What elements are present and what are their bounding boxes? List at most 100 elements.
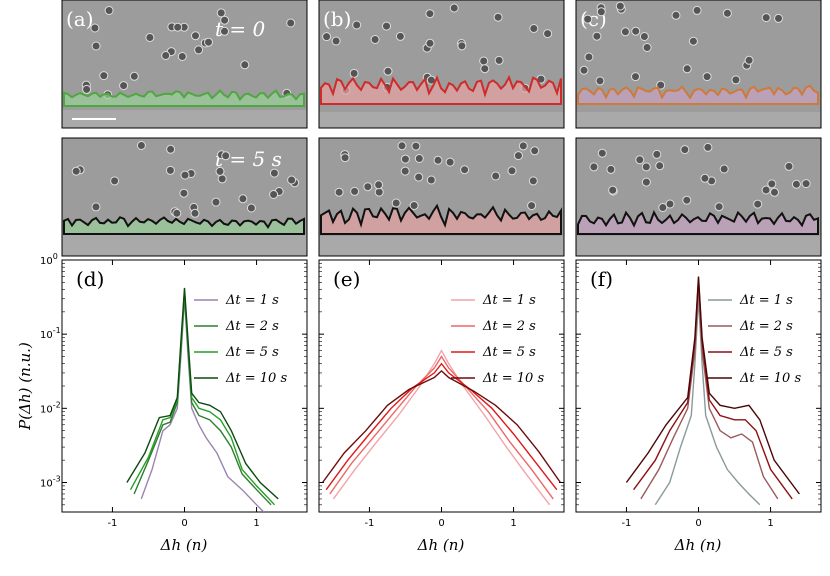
particle: [374, 187, 384, 197]
particle: [215, 166, 225, 176]
particle-layer: [71, 1, 811, 218]
photo-c-t5: [575, 137, 822, 257]
y-tick-label: 10-3: [40, 474, 61, 489]
particle: [426, 175, 436, 185]
particle: [180, 170, 190, 180]
particle: [641, 162, 651, 172]
legend-entry: Δt = 1 s: [739, 293, 793, 308]
legend-entry: Δt = 2 s: [739, 319, 793, 334]
particle: [129, 71, 139, 81]
legend-entry: Δt = 5 s: [225, 345, 279, 360]
particle: [714, 202, 724, 212]
particle: [507, 166, 517, 176]
particle: [652, 149, 662, 159]
particle: [269, 190, 279, 199]
particle: [688, 36, 698, 46]
particle: [240, 60, 250, 70]
particle: [460, 165, 470, 175]
particle: [801, 179, 811, 189]
particle: [457, 41, 467, 51]
particle: [91, 202, 101, 212]
y-axis-title: P(Δh) (n.u.): [16, 342, 34, 431]
particle: [731, 75, 741, 85]
particle: [395, 31, 405, 41]
particle: [119, 81, 129, 91]
particle: [110, 176, 120, 186]
y-tick-label: 100: [40, 252, 58, 267]
particle: [784, 161, 794, 171]
particle: [791, 179, 801, 189]
particle: [631, 72, 640, 82]
particle: [719, 164, 729, 174]
particle: [165, 165, 175, 175]
particle: [269, 168, 279, 178]
front-c-t5: [577, 210, 819, 235]
front-a-t0: [63, 89, 305, 107]
chart-panel-d: P(Δh) (n.u.) (d) Δh (n) 100 10-1 10-2 10-3 -…: [16, 252, 308, 554]
chart-panel-f: (f) Δh (n) -1 0 1 Δt = 1 s Δt = 2 s Δt = 5 s Δ…: [575, 259, 822, 554]
particle: [349, 68, 359, 78]
chart-panel-e: (e) Δh (n) -1 0 1 Δt = 1 s Δt = 2 s Δt = 5 s Δ…: [318, 259, 565, 554]
particle: [220, 26, 229, 36]
particle: [322, 32, 332, 42]
legend-entry: Δt = 5 s: [482, 345, 536, 360]
particle: [425, 9, 435, 19]
y-tick-label: 10-2: [40, 400, 61, 415]
particle: [445, 157, 455, 167]
particle: [530, 146, 540, 156]
particle: [190, 208, 200, 218]
particle: [145, 33, 155, 42]
particle: [363, 182, 373, 192]
particle: [204, 37, 213, 47]
particle: [584, 52, 594, 62]
particle: [528, 176, 538, 186]
particle: [217, 174, 227, 184]
particle: [753, 199, 763, 209]
particle: [90, 23, 100, 33]
particle: [91, 41, 101, 51]
legend-entry: Δt = 1 s: [225, 293, 279, 308]
particle: [722, 8, 732, 18]
panel-label-f: (f): [590, 267, 613, 291]
particle: [579, 65, 589, 75]
particle: [596, 7, 606, 17]
particle: [370, 35, 380, 44]
x-axis-title-f: Δh (n): [674, 536, 722, 554]
particle: [340, 153, 350, 163]
particle: [331, 36, 341, 46]
particle: [383, 66, 393, 76]
particle: [682, 64, 692, 74]
particle: [513, 151, 523, 161]
particle: [658, 203, 668, 212]
particle: [246, 203, 256, 213]
x-tick-label: 0: [181, 518, 187, 529]
front-b-t0: [320, 74, 562, 105]
particle: [191, 31, 200, 41]
x-tick-label: -1: [621, 518, 631, 529]
particle: [595, 76, 605, 86]
particle: [770, 187, 779, 197]
particle: [480, 64, 490, 74]
particle: [543, 29, 553, 39]
series-group: [322, 349, 561, 506]
particle: [166, 144, 176, 154]
series-line-3: [633, 279, 793, 500]
particle: [350, 186, 360, 196]
particle: [179, 188, 189, 198]
particle: [479, 56, 489, 66]
particle: [767, 179, 777, 189]
particle: [592, 31, 602, 41]
particle: [518, 141, 528, 151]
particle: [527, 201, 537, 211]
particle: [216, 8, 226, 18]
x-tick-label: 1: [253, 518, 259, 529]
photo-label-a: (a): [66, 7, 94, 31]
particle: [382, 21, 391, 31]
particle: [491, 171, 501, 181]
particle: [641, 177, 651, 187]
particle: [400, 154, 410, 164]
x-tick-label: 0: [438, 518, 444, 529]
x-tick-label: 0: [695, 518, 701, 529]
particle: [374, 180, 384, 190]
particle: [665, 199, 675, 209]
